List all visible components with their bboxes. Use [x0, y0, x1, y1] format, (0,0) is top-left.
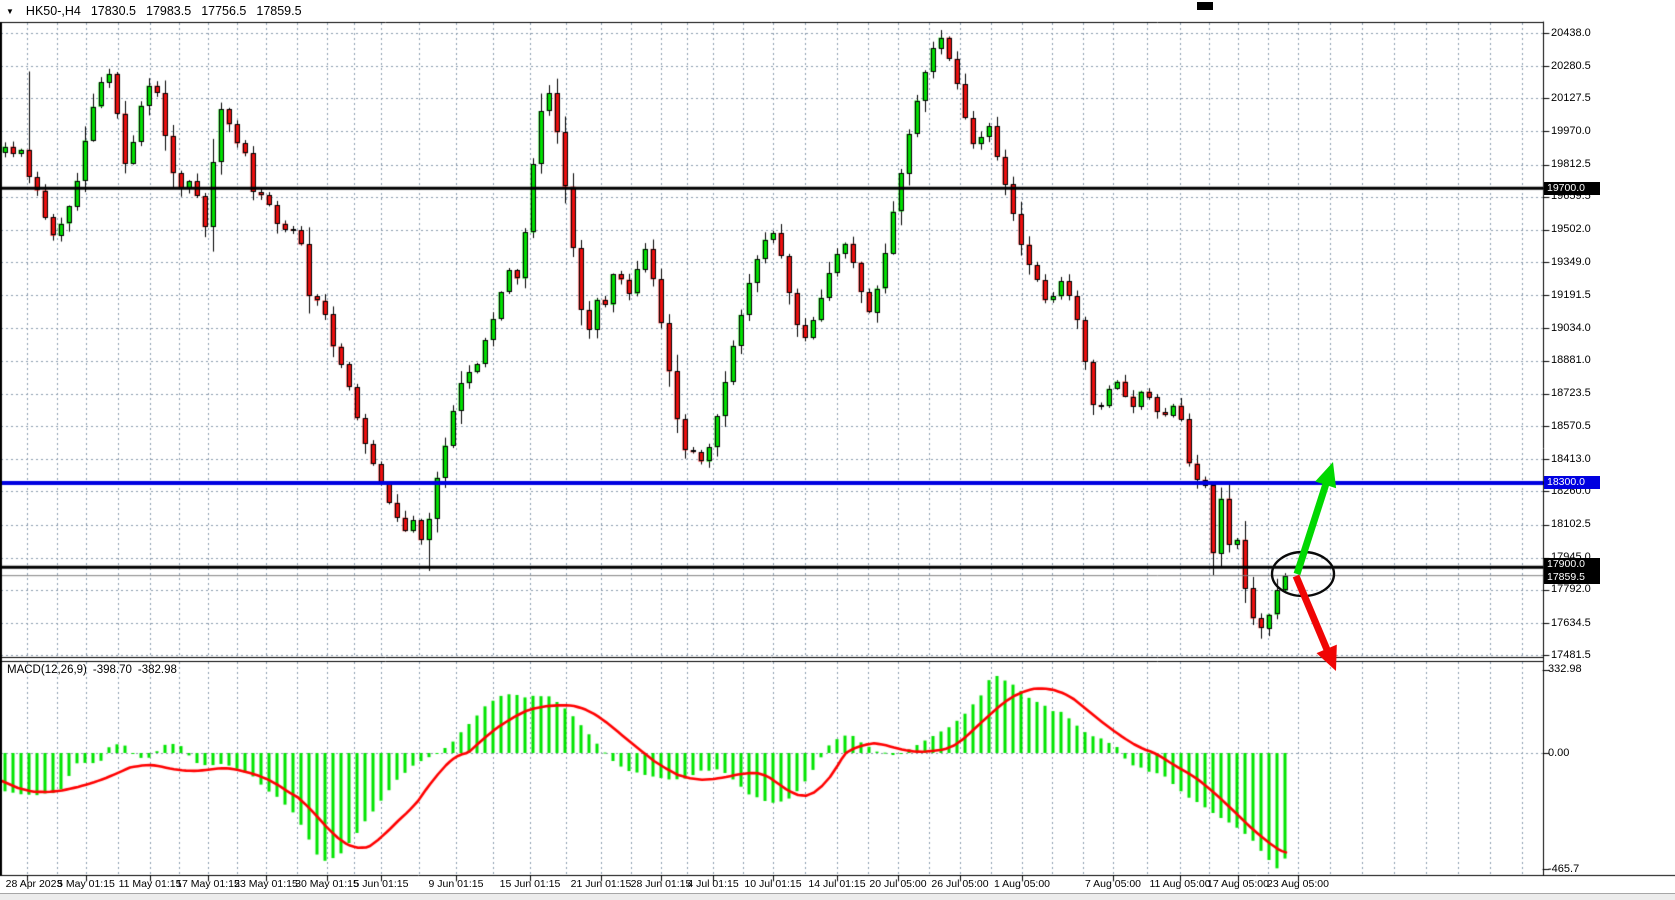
price-tick-label: 20438.0 — [1551, 26, 1591, 39]
price-tick-label: 17634.5 — [1551, 616, 1591, 629]
ohlc-open-value: 17830.5 — [90, 4, 136, 18]
date-tick-label: 5 May 01:15 — [57, 878, 115, 890]
date-tick-label: 26 Jul 05:00 — [931, 878, 989, 890]
date-tick-label: 28 Apr 2023 — [5, 878, 63, 890]
indicator-macd-value: -398.70 — [92, 664, 132, 676]
date-tick-label: 28 Jun 01:15 — [630, 878, 692, 890]
price-tick-label: 18413.0 — [1551, 452, 1591, 465]
price-tick-label: 19812.5 — [1551, 158, 1591, 171]
macd-axis-label: -465.7 — [1548, 862, 1580, 875]
ohlc-low-value: 17756.5 — [201, 4, 247, 18]
date-tick-label: 11 Aug 05:00 — [1149, 878, 1211, 890]
ohlc-close-value: 17859.5 — [256, 4, 302, 18]
price-tick-label: 20127.5 — [1551, 91, 1591, 104]
date-tick-label: 23 Aug 05:00 — [1267, 878, 1329, 890]
date-tick-label: 10 Jul 01:15 — [744, 878, 802, 890]
date-tick-label: 23 May 01:15 — [234, 878, 298, 890]
price-tick-label: 19349.0 — [1551, 255, 1591, 268]
price-level-badge: 17900.0 — [1544, 557, 1600, 571]
price-tick-label: 19191.5 — [1551, 288, 1591, 301]
indicator-signal-value: -382.98 — [137, 664, 177, 676]
date-tick-label: 7 Aug 05:00 — [1084, 878, 1142, 890]
date-tick-label: 14 Jul 01:15 — [808, 878, 866, 890]
price-tick-label: 18881.0 — [1551, 354, 1591, 367]
indicator-name: MACD(12,26,9) — [7, 664, 87, 676]
price-tick-label: 20280.5 — [1551, 59, 1591, 72]
date-tick-label: 17 May 01:15 — [176, 878, 240, 890]
macd-axis-label: 0.00 — [1548, 746, 1570, 759]
price-level-badge: 17859.5 — [1544, 570, 1600, 584]
date-tick-label: 15 Jun 01:15 — [499, 878, 561, 890]
price-tick-label: 18570.5 — [1551, 419, 1591, 432]
price-level-badge: 19700.0 — [1544, 181, 1600, 195]
price-tick-label: 17792.0 — [1551, 583, 1591, 596]
date-tick-label: 1 Aug 05:00 — [993, 878, 1051, 890]
ohlc-high-value: 17983.5 — [146, 4, 192, 18]
price-tick-label: 18723.5 — [1551, 387, 1591, 400]
indicator-label: MACD(12,26,9) -398.70 -382.98 — [7, 664, 177, 676]
one-click-trading-marker[interactable] — [1197, 2, 1213, 10]
date-tick-label: 11 May 01:15 — [118, 878, 182, 890]
date-tick-label: 17 Aug 05:00 — [1207, 878, 1269, 890]
price-tick-label: 18102.5 — [1551, 518, 1591, 530]
chart-title-bar: ▼ HK50-,H4 17830.5 17983.5 17756.5 17859… — [6, 4, 302, 18]
date-tick-label: 5 Jun 01:15 — [353, 878, 409, 890]
macd-axis-label: 332.98 — [1548, 663, 1582, 676]
price-tick-label: 19970.0 — [1551, 124, 1591, 137]
window-bottom-edge — [0, 893, 1675, 900]
date-tick-label: 9 Jun 01:15 — [428, 878, 484, 890]
date-tick-label: 4 Jul 01:15 — [687, 878, 739, 890]
date-tick-label: 20 Jul 05:00 — [869, 878, 927, 890]
price-tick-label: 17481.5 — [1551, 648, 1591, 661]
symbol-dropdown-icon[interactable]: ▼ — [6, 6, 14, 16]
price-level-badge: 18300.0 — [1544, 476, 1600, 490]
date-tick-label: 21 Jun 01:15 — [570, 878, 632, 890]
symbol-period-label: HK50-,H4 — [25, 4, 81, 18]
price-tick-label: 19034.0 — [1551, 321, 1591, 334]
date-tick-label: 30 May 01:15 — [295, 878, 359, 890]
price-tick-label: 19502.0 — [1551, 223, 1591, 236]
